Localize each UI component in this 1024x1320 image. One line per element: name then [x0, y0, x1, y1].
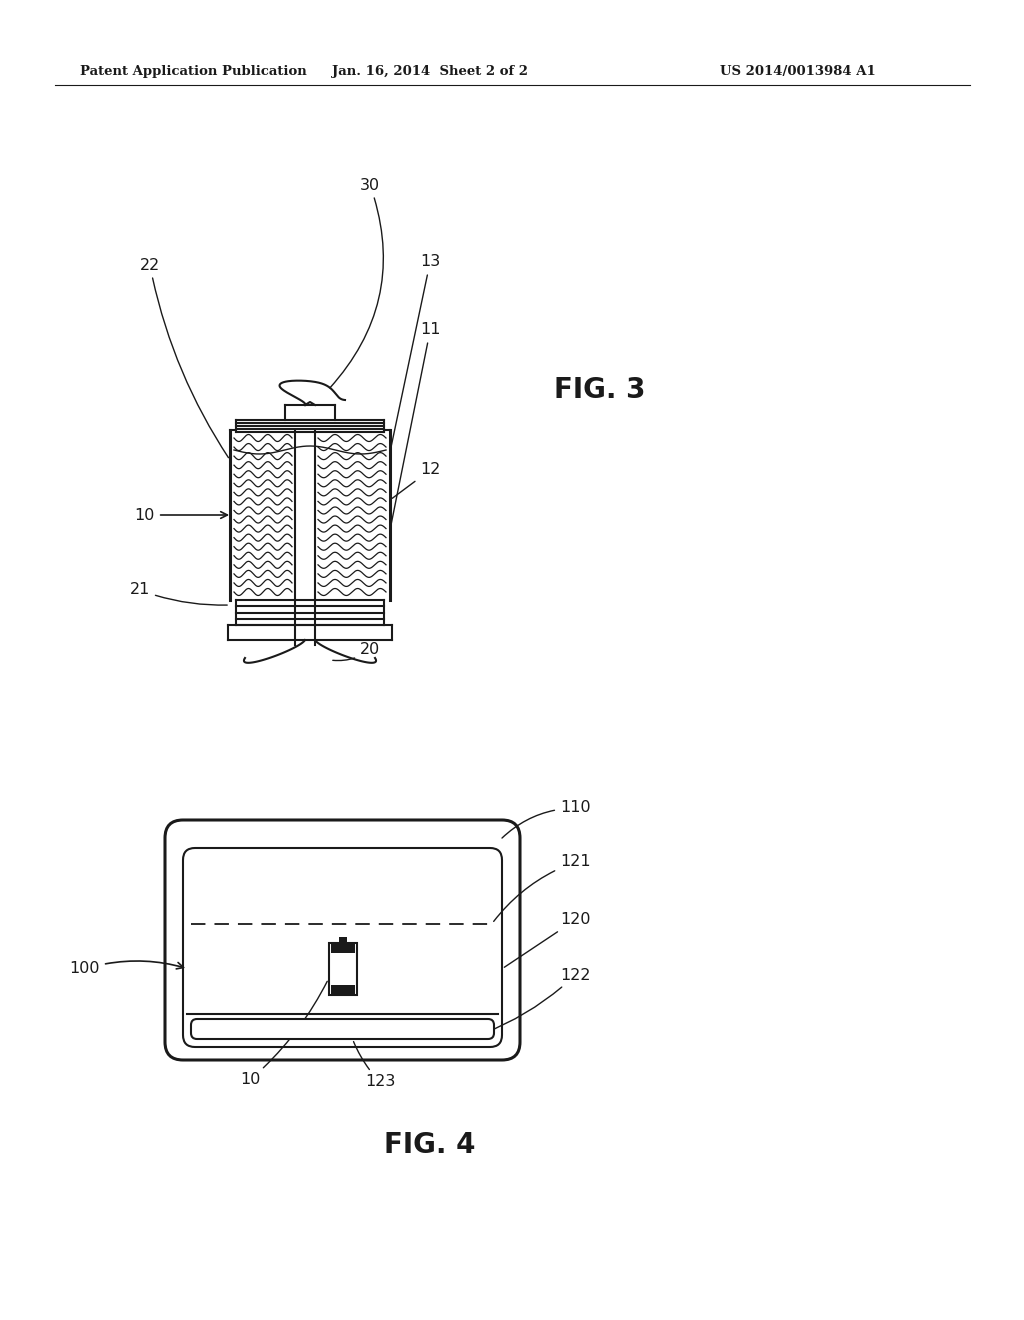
Text: US 2014/0013984 A1: US 2014/0013984 A1	[720, 66, 876, 78]
FancyBboxPatch shape	[183, 847, 502, 1047]
Text: 120: 120	[504, 912, 591, 968]
Text: 30: 30	[330, 177, 383, 388]
Text: FIG. 4: FIG. 4	[384, 1131, 476, 1159]
Text: 110: 110	[502, 800, 591, 838]
Text: FIG. 3: FIG. 3	[554, 376, 646, 404]
Text: 122: 122	[484, 968, 591, 1034]
Text: 123: 123	[353, 1041, 395, 1089]
Text: 12: 12	[392, 462, 440, 499]
Text: 20: 20	[333, 643, 380, 660]
Text: 121: 121	[494, 854, 591, 921]
Text: Patent Application Publication: Patent Application Publication	[80, 66, 307, 78]
Bar	[329, 942, 356, 995]
Bar	[331, 942, 354, 953]
FancyBboxPatch shape	[165, 820, 520, 1060]
Text: 100: 100	[70, 961, 183, 977]
Text: 10: 10	[240, 981, 328, 1088]
Bar	[331, 985, 354, 995]
Bar	[339, 937, 346, 942]
Text: Jan. 16, 2014  Sheet 2 of 2: Jan. 16, 2014 Sheet 2 of 2	[332, 66, 528, 78]
Text: 13: 13	[390, 255, 440, 449]
Text: 11: 11	[390, 322, 440, 527]
Text: 21: 21	[130, 582, 227, 605]
Text: 22: 22	[139, 257, 228, 458]
FancyBboxPatch shape	[191, 1019, 494, 1039]
Text: 10: 10	[134, 507, 227, 523]
